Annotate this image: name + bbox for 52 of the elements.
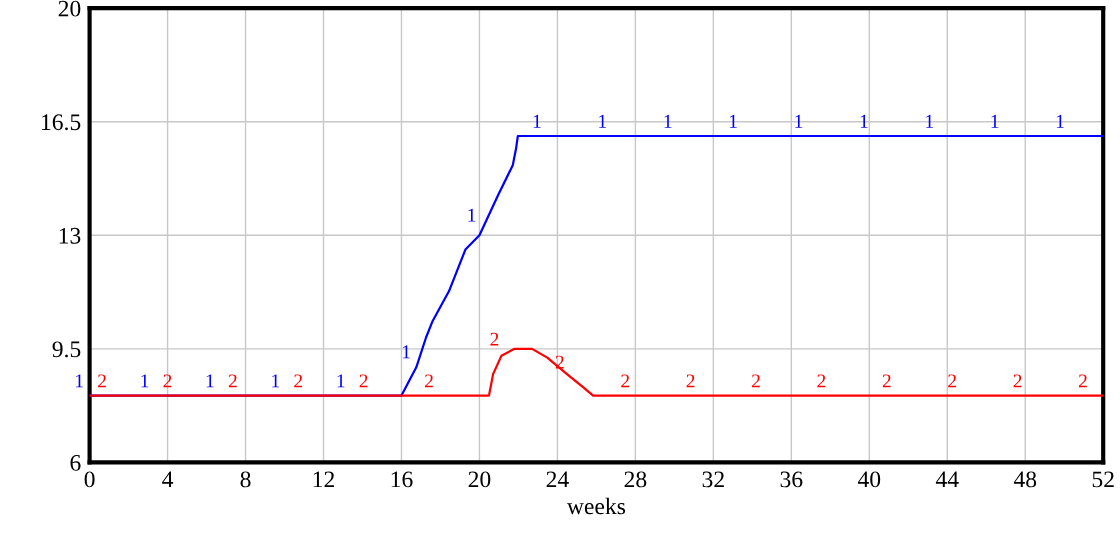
- text: 2: [294, 374, 303, 388]
- x-tick-label: 48: [1013, 471, 1037, 488]
- x-tick-label: 24: [546, 471, 569, 488]
- y-tick-label: 20: [58, 0, 81, 17]
- series-label: 1: [141, 374, 149, 388]
- text: 1: [272, 374, 280, 388]
- text: 2: [1078, 374, 1087, 388]
- x-axis-title: weeks: [566, 497, 626, 515]
- x-tick-label: 28: [624, 471, 647, 488]
- x-tick-label: 20: [468, 471, 491, 488]
- text: 2: [1013, 374, 1022, 388]
- x-tick-label: 8: [240, 471, 251, 488]
- text: 2: [752, 374, 760, 388]
- x-tick-label: 40: [857, 471, 881, 488]
- text: 1: [533, 114, 541, 128]
- text: 2: [948, 374, 956, 388]
- text: 1: [76, 374, 83, 388]
- text: 1: [664, 114, 672, 128]
- y-tick-label: 16.5: [42, 114, 81, 131]
- text: 2: [621, 374, 630, 388]
- text: 1: [991, 114, 999, 128]
- text: 2: [163, 374, 172, 388]
- text: 2: [882, 374, 891, 388]
- x-tick-label: 12: [313, 471, 335, 488]
- text: 1: [599, 114, 607, 128]
- text: 1: [1056, 114, 1064, 128]
- x-tick-label: 32: [702, 471, 724, 488]
- text: 2: [425, 374, 433, 388]
- text: 1: [860, 114, 868, 128]
- line-series: [89, 347, 1104, 397]
- x-tick-label: 36: [780, 471, 803, 488]
- text: 1: [729, 114, 737, 128]
- x-tick-label: 44: [935, 471, 959, 488]
- x-tick-label: 52: [1092, 471, 1114, 488]
- text: 2: [490, 332, 499, 346]
- y-tick-label: 6: [70, 454, 81, 471]
- text: 2: [228, 374, 237, 388]
- x-tick-label: 4: [162, 471, 174, 488]
- text: 1: [403, 345, 410, 359]
- y-tick-label: 13: [59, 227, 81, 244]
- text: 1: [795, 114, 803, 128]
- y-tick-label: 9.5: [52, 341, 81, 358]
- text: 1: [206, 374, 214, 388]
- text: 1: [337, 374, 345, 388]
- text: 2: [817, 374, 826, 388]
- text: 2: [359, 374, 368, 388]
- text: 2: [98, 374, 106, 388]
- text: 1: [926, 114, 933, 128]
- text: 1: [468, 208, 476, 222]
- x-tick-label: 0: [84, 471, 95, 488]
- text: 2: [686, 374, 695, 388]
- x-tick-label: 16: [391, 471, 413, 488]
